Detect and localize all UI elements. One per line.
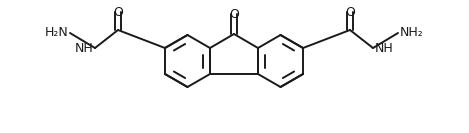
Text: O: O <box>345 5 355 18</box>
Text: O: O <box>229 7 239 20</box>
Text: NH₂: NH₂ <box>400 26 424 40</box>
Text: NH: NH <box>74 41 93 55</box>
Text: O: O <box>113 5 123 18</box>
Text: H₂N: H₂N <box>44 26 68 40</box>
Text: NH: NH <box>375 41 394 55</box>
